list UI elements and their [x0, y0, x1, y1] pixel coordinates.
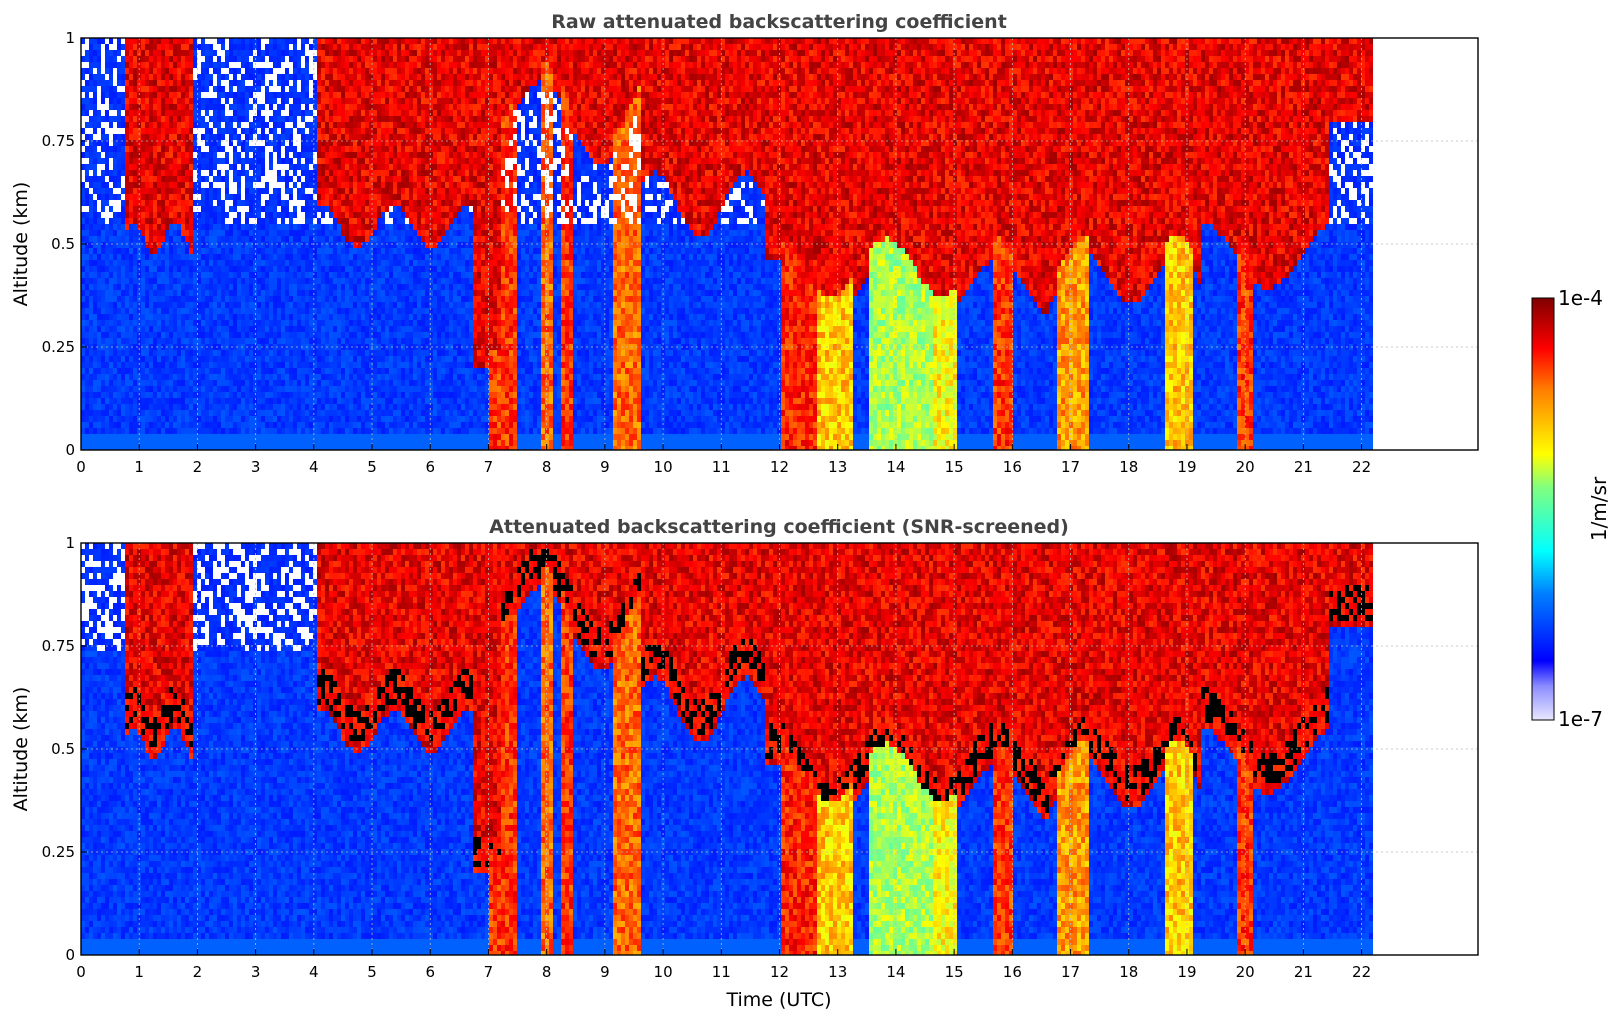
x-tick-label: 14 [886, 458, 905, 476]
bottom-plot-area: 0 1 2 3 4 5 6 7 8 9 10 11 12 13 14 15 16 17 18 19 20 21 22 00.… [42, 534, 1478, 981]
y-tick-label: 0.5 [51, 740, 75, 758]
x-tick-label: 1 [134, 458, 144, 476]
x-tick-label: 15 [945, 963, 964, 981]
colorbar: 1e-4 1e-7 1/m/sr [1532, 286, 1611, 731]
y-tick-label: 0.25 [42, 338, 75, 356]
bottom-y-ticks: 0 0.25 0.5 0.75 1 [42, 534, 87, 964]
x-tick-label: 6 [425, 963, 435, 981]
x-tick-label: 21 [1294, 963, 1313, 981]
x-tick-label: 10 [654, 458, 673, 476]
colorbar-unit-label: 1/m/sr [1587, 476, 1611, 541]
y-tick-label: 0.25 [42, 843, 75, 861]
y-tick-label: 1 [65, 534, 75, 552]
x-tick-label: 18 [1119, 963, 1138, 981]
x-tick-label: 11 [712, 963, 731, 981]
x-tick-label: 21 [1294, 458, 1313, 476]
x-tick-label: 1 [134, 963, 144, 981]
x-tick-label: 14 [886, 963, 905, 981]
x-tick-label: 12 [770, 458, 789, 476]
x-tick-label: 3 [251, 458, 261, 476]
y-tick-label: 0 [65, 946, 75, 964]
x-tick-label: 22 [1352, 963, 1371, 981]
bottom-panel-title: Attenuated backscattering coefficient (S… [489, 516, 1069, 538]
top-plot-area: 0 1 2 3 4 5 6 7 8 9 10 11 12 13 14 15 16 17 18 19 20 21 22 00.… [42, 29, 1478, 476]
x-tick-label: 10 [654, 963, 673, 981]
x-tick-label: 2 [193, 458, 203, 476]
x-axis-label: Time (UTC) [725, 989, 831, 1011]
y-tick-label: 1 [65, 29, 75, 47]
x-tick-label: 17 [1061, 458, 1080, 476]
x-tick-label: 0 [76, 963, 86, 981]
x-tick-label: 9 [600, 963, 610, 981]
x-tick-label: 18 [1119, 458, 1138, 476]
y-tick-label: 0.75 [42, 132, 75, 150]
x-tick-label: 9 [600, 458, 610, 476]
x-tick-label: 4 [309, 458, 319, 476]
top-heatmap [81, 38, 1373, 452]
x-tick-label: 7 [484, 963, 494, 981]
x-tick-label: 0 [76, 458, 86, 476]
x-tick-label: 5 [367, 963, 377, 981]
x-tick-label: 22 [1352, 458, 1371, 476]
x-tick-label: 8 [542, 963, 552, 981]
x-tick-label: 3 [251, 963, 261, 981]
colorbar-max-label: 1e-4 [1558, 286, 1603, 310]
colorbar-min-label: 1e-7 [1558, 707, 1603, 731]
x-tick-label: 17 [1061, 963, 1080, 981]
y-tick-label: 0.75 [42, 637, 75, 655]
x-tick-label: 7 [484, 458, 494, 476]
top-panel-title: Raw attenuated backscattering coefficien… [551, 11, 1007, 33]
bottom-heatmap [81, 543, 1373, 957]
x-tick-label: 11 [712, 458, 731, 476]
x-tick-label: 16 [1003, 458, 1022, 476]
x-tick-label: 8 [542, 458, 552, 476]
x-tick-label: 4 [309, 963, 319, 981]
x-tick-label: 13 [828, 963, 847, 981]
x-tick-label: 16 [1003, 963, 1022, 981]
x-tick-label: 20 [1236, 963, 1255, 981]
y-tick-label: 0 [65, 441, 75, 459]
x-tick-label: 19 [1177, 458, 1196, 476]
x-tick-label: 19 [1177, 963, 1196, 981]
x-tick-label: 15 [945, 458, 964, 476]
bottom-y-axis-label: Altitude (km) [10, 687, 32, 812]
x-tick-label: 2 [193, 963, 203, 981]
x-tick-label: 20 [1236, 458, 1255, 476]
x-tick-label: 6 [425, 458, 435, 476]
x-tick-label: 5 [367, 458, 377, 476]
top-y-ticks: 0 0.25 0.5 0.75 1 [42, 29, 87, 459]
y-tick-label: 0.5 [51, 235, 75, 253]
x-tick-label: 12 [770, 963, 789, 981]
top-y-axis-label: Altitude (km) [10, 182, 32, 307]
x-tick-label: 13 [828, 458, 847, 476]
colorbar-gradient [1532, 298, 1554, 720]
